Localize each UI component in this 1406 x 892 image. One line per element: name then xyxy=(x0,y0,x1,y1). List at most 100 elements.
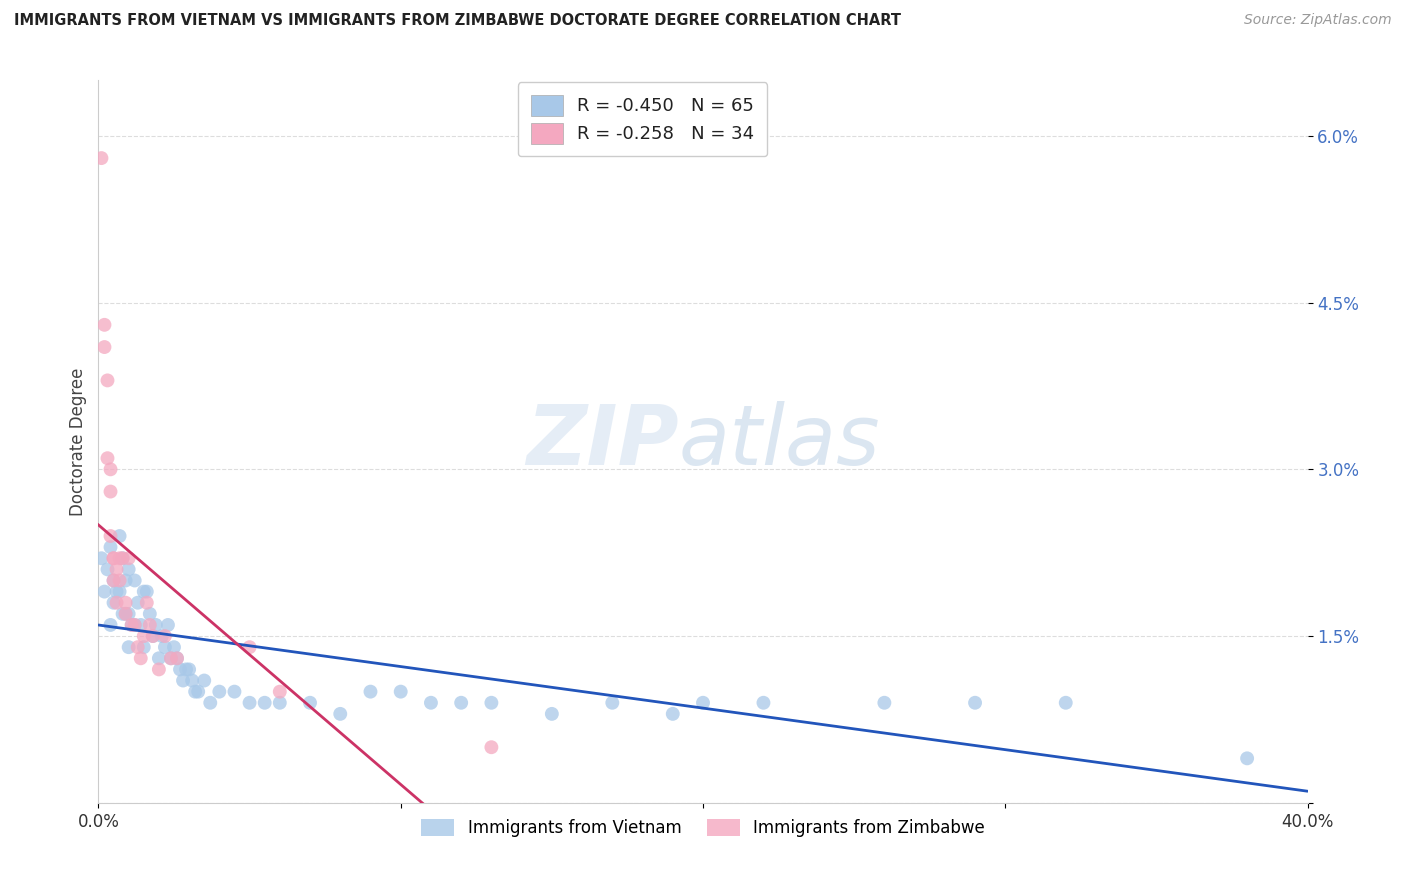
Point xyxy=(129,651,152,665)
Point xyxy=(163,640,186,655)
Point xyxy=(96,451,118,466)
Point xyxy=(105,596,128,610)
Point xyxy=(179,662,201,676)
Text: Source: ZipAtlas.com: Source: ZipAtlas.com xyxy=(1244,13,1392,28)
Point xyxy=(100,529,122,543)
Point xyxy=(124,574,146,588)
Point xyxy=(96,562,118,576)
Point xyxy=(135,596,157,610)
Point xyxy=(103,574,125,588)
Point xyxy=(166,651,188,665)
Point xyxy=(329,706,352,721)
Point xyxy=(166,651,188,665)
Point xyxy=(114,607,136,621)
Point xyxy=(148,662,170,676)
Point xyxy=(129,618,152,632)
Point xyxy=(139,607,162,621)
Point xyxy=(118,640,141,655)
Point xyxy=(239,696,262,710)
Point xyxy=(142,629,165,643)
Point xyxy=(172,673,194,688)
Point xyxy=(108,584,131,599)
Point xyxy=(124,618,146,632)
Point xyxy=(181,673,204,688)
Point xyxy=(139,618,162,632)
Point xyxy=(127,596,149,610)
Y-axis label: Doctorate Degree: Doctorate Degree xyxy=(69,368,87,516)
Point xyxy=(105,562,128,576)
Point xyxy=(481,696,503,710)
Point xyxy=(1236,751,1258,765)
Point xyxy=(253,696,276,710)
Point xyxy=(1054,696,1077,710)
Point xyxy=(873,696,896,710)
Point xyxy=(108,529,131,543)
Point xyxy=(103,574,125,588)
Point xyxy=(145,618,167,632)
Point xyxy=(148,651,170,665)
Point xyxy=(160,651,183,665)
Point xyxy=(96,373,118,387)
Point xyxy=(160,651,183,665)
Point xyxy=(135,584,157,599)
Point xyxy=(93,340,115,354)
Point xyxy=(93,584,115,599)
Point xyxy=(132,584,155,599)
Point xyxy=(103,551,125,566)
Text: atlas: atlas xyxy=(679,401,880,482)
Point xyxy=(450,696,472,710)
Point xyxy=(200,696,222,710)
Point xyxy=(121,618,143,632)
Point xyxy=(93,318,115,332)
Point xyxy=(132,629,155,643)
Point xyxy=(111,551,134,566)
Point xyxy=(118,607,141,621)
Point xyxy=(174,662,197,676)
Point xyxy=(127,640,149,655)
Point xyxy=(150,629,173,643)
Point xyxy=(100,462,122,476)
Point xyxy=(124,618,146,632)
Point xyxy=(299,696,322,710)
Point xyxy=(100,540,122,554)
Point xyxy=(153,629,176,643)
Point xyxy=(100,484,122,499)
Point xyxy=(90,551,112,566)
Point xyxy=(224,684,246,698)
Point xyxy=(108,574,131,588)
Point xyxy=(114,574,136,588)
Point xyxy=(193,673,215,688)
Point xyxy=(90,151,112,165)
Point xyxy=(121,618,143,632)
Point xyxy=(269,684,291,698)
Point xyxy=(540,706,562,721)
Point xyxy=(752,696,775,710)
Point xyxy=(142,629,165,643)
Point xyxy=(420,696,443,710)
Point xyxy=(156,618,179,632)
Point xyxy=(118,551,141,566)
Point xyxy=(100,618,122,632)
Point xyxy=(184,684,207,698)
Point xyxy=(965,696,987,710)
Point xyxy=(481,740,503,755)
Point xyxy=(269,696,291,710)
Point xyxy=(169,662,191,676)
Point xyxy=(360,684,382,698)
Point xyxy=(118,562,141,576)
Point xyxy=(114,607,136,621)
Point xyxy=(105,584,128,599)
Point xyxy=(187,684,209,698)
Legend: Immigrants from Vietnam, Immigrants from Zimbabwe: Immigrants from Vietnam, Immigrants from… xyxy=(413,810,993,845)
Point xyxy=(103,551,125,566)
Point xyxy=(132,640,155,655)
Text: ZIP: ZIP xyxy=(526,401,679,482)
Point xyxy=(111,607,134,621)
Point xyxy=(111,551,134,566)
Point xyxy=(208,684,231,698)
Point xyxy=(692,696,714,710)
Point xyxy=(114,596,136,610)
Point xyxy=(389,684,412,698)
Point xyxy=(602,696,624,710)
Point xyxy=(108,551,131,566)
